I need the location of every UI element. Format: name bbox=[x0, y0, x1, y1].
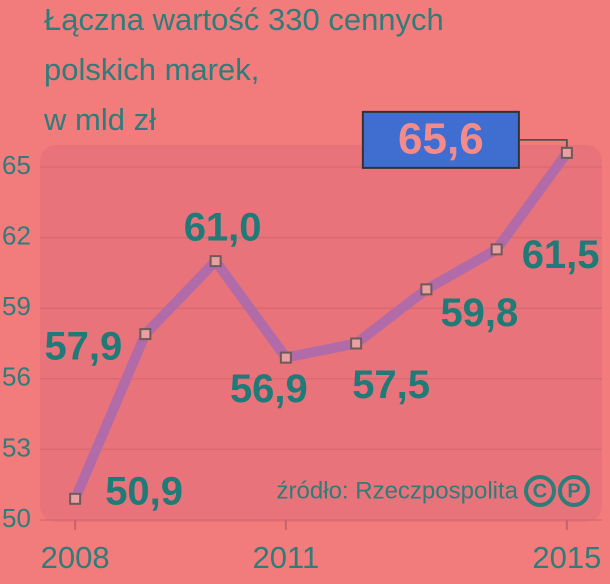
value-label: 56,9 bbox=[230, 367, 308, 411]
value-label: 59,8 bbox=[440, 291, 518, 335]
marker bbox=[69, 492, 82, 505]
marker bbox=[209, 255, 222, 268]
marker bbox=[490, 243, 503, 256]
logo-letter: C bbox=[533, 480, 547, 502]
y-tick-label: 62 bbox=[2, 220, 31, 250]
highlight-box bbox=[361, 110, 520, 169]
plot-area bbox=[40, 145, 602, 522]
value-label: 50,9 bbox=[105, 469, 183, 513]
marker bbox=[560, 146, 573, 159]
x-tick-label: 2008 bbox=[41, 540, 110, 575]
x-tick-label: 2015 bbox=[532, 540, 601, 575]
logo-circle bbox=[558, 475, 590, 507]
source: źródło: Rzeczpospolita bbox=[277, 477, 519, 504]
marker bbox=[420, 283, 433, 296]
value-label: 61,5 bbox=[522, 233, 600, 277]
y-tick-label: 59 bbox=[2, 291, 31, 321]
y-tick-label: 53 bbox=[2, 432, 31, 462]
logo-letter: P bbox=[567, 480, 580, 502]
logo-circle bbox=[524, 475, 556, 507]
marker bbox=[139, 328, 152, 341]
marker bbox=[279, 351, 292, 364]
y-tick-label: 50 bbox=[2, 503, 31, 533]
chart-title: polskich marek, bbox=[44, 52, 259, 87]
value-label: 61,0 bbox=[184, 206, 262, 250]
line bbox=[70, 147, 572, 504]
value-label: 57,9 bbox=[44, 325, 122, 369]
y-tick-label: 56 bbox=[2, 362, 31, 392]
y-tick-label: 65 bbox=[2, 150, 31, 180]
value-label: 65,6 bbox=[398, 115, 484, 164]
value-label: 57,5 bbox=[352, 363, 430, 407]
chart-title: Łączna wartość 330 cennych bbox=[44, 2, 444, 37]
chart-title: w mld zł bbox=[43, 102, 156, 137]
marker bbox=[350, 337, 363, 350]
connector bbox=[518, 139, 568, 147]
x-tick-label: 2011 bbox=[253, 540, 320, 575]
